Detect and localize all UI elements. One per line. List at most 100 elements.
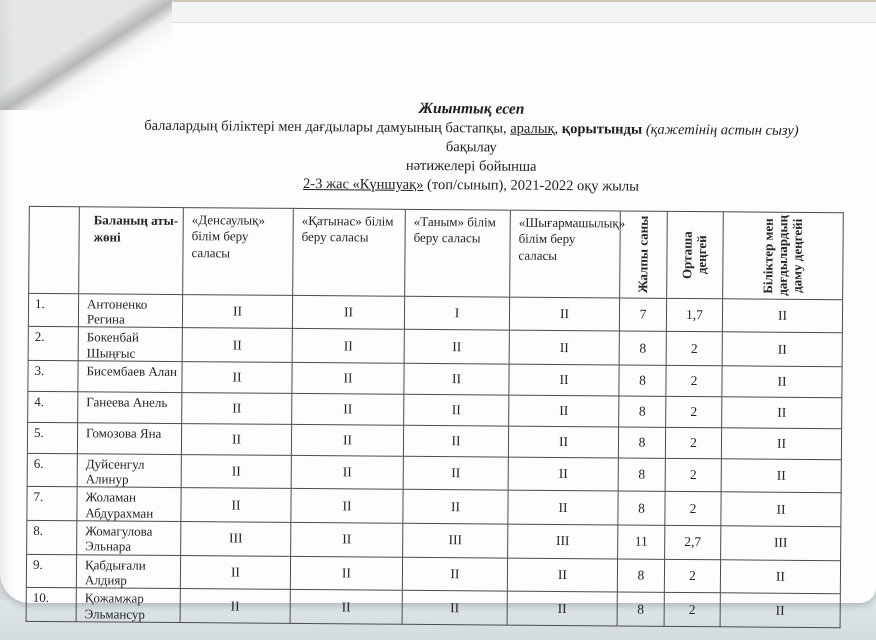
score-cell: II [180, 488, 292, 523]
score-cell: II [722, 331, 843, 367]
score-cell: II [508, 425, 619, 458]
child-name-cell: Ганеева Анель [77, 391, 182, 424]
table-row: 7. Жоламан Абдурахман II II II II 8 2 II [26, 486, 842, 527]
row-number-cell: 1. [28, 292, 79, 327]
score-cell: II [721, 458, 842, 494]
score-cell: 2 [665, 396, 722, 428]
score-cell: 2 [665, 458, 722, 493]
score-cell: II [508, 394, 619, 427]
control-text: бақылау [445, 139, 497, 156]
left-edge-shadow [0, 0, 14, 600]
row-number-cell: 2. [28, 326, 79, 361]
child-name-cell: Жомагулова Эльнара [76, 520, 181, 556]
scan-top-edge [0, 0, 876, 23]
score-cell: II [180, 555, 291, 590]
results-table: Баланың аты- жөні «Денсаулық» білім беру… [26, 205, 844, 628]
folded-corner [0, 0, 172, 110]
header-average-level-label: Орташа деңгей [679, 230, 710, 279]
score-cell: 8 [619, 331, 667, 366]
score-cell: II [403, 425, 509, 457]
header-total-count: Жалпы саны [619, 210, 668, 298]
score-cell: 8 [618, 426, 666, 459]
score-cell: 2 [664, 592, 721, 627]
header-skills-level-label: Біліктер мен дағдылардың даму деңгейі [759, 214, 805, 296]
table-header-row: Баланың аты- жөні «Денсаулық» білім беру… [28, 205, 844, 300]
header-average-level: Орташа деңгей [666, 210, 724, 299]
score-cell: II [507, 557, 618, 593]
table-body: 1. Антоненко Регина II II I II 7 1,7 II 2. Бокенба… [26, 292, 843, 628]
score-cell: III [720, 525, 841, 561]
score-cell: II [402, 590, 508, 626]
score-cell: II [290, 488, 404, 524]
score-cell: 8 [618, 457, 666, 492]
score-cell: III [402, 523, 508, 558]
score-cell: II [507, 591, 618, 627]
score-cell: II [721, 396, 842, 429]
child-name-cell: Қабдығали Алдияр [76, 554, 181, 590]
score-cell: 1,7 [666, 297, 723, 332]
header-total-count-label: Жалпы саны [634, 215, 651, 293]
score-cell: II [290, 522, 403, 558]
score-cell: I [404, 295, 510, 331]
score-cell: II [508, 456, 619, 492]
child-name-cell: Гомозова Яна [77, 422, 182, 455]
score-cell: II [507, 490, 619, 526]
score-cell: II [508, 363, 620, 396]
score-cell: III [180, 521, 291, 557]
child-name-cell: Бисембаев Алан [77, 360, 183, 393]
score-cell: II [509, 296, 620, 332]
score-cell: II [720, 593, 841, 628]
score-cell: II [181, 454, 292, 489]
score-cell: III [507, 524, 618, 559]
header-skills-level: Біліктер мен дағдылардың даму деңгейі [722, 211, 844, 300]
score-cell: II [402, 557, 508, 592]
score-cell: II [404, 329, 510, 364]
score-cell: II [291, 455, 404, 490]
score-cell: II [290, 589, 403, 625]
score-cell: II [182, 294, 293, 329]
header-area-health: «Денсаулық» білім беру саласы [182, 207, 294, 295]
score-cell: 2 [665, 365, 723, 397]
row-number-cell: 6. [27, 453, 78, 488]
score-cell: II [721, 427, 842, 460]
score-cell: II [720, 492, 842, 527]
header-number-cell [28, 205, 80, 294]
header-child-name: Баланың аты- жөні [78, 206, 184, 295]
score-cell: 2 [664, 491, 722, 526]
paper-sheet [0, 0, 876, 600]
row-number-cell: 10. [26, 587, 77, 622]
score-cell: II [721, 365, 843, 398]
results-text: нәтижелері бойынша [405, 157, 537, 175]
score-cell: II [291, 393, 404, 426]
score-cell: II [720, 559, 841, 595]
score-cell: II [509, 330, 620, 365]
group-year-text: (топ/сынып), 2021-2022 оқу жылы [423, 176, 640, 195]
child-name-cell: Бокенбай Шыңғыс [78, 326, 183, 362]
score-cell: 8 [617, 592, 665, 627]
subtitle-underlined-word: аралық [510, 120, 555, 138]
header-area-communication: «Қатынас» білім беру саласы [292, 207, 406, 296]
subtitle-text: балалардың біліктері мен дағдылары дамуы… [144, 117, 511, 137]
row-number-cell: 8. [26, 520, 77, 555]
score-cell: 8 [618, 364, 667, 397]
report-title-block: Жиынтық есеп балалардың біліктері мен да… [0, 96, 876, 198]
score-cell: II [722, 298, 843, 333]
score-cell: II [180, 589, 291, 624]
header-area-cognition: «Таным» білім беру саласы [404, 208, 511, 297]
group-name-underlined: 2-3 жас «Күншуақ» [303, 175, 424, 193]
row-number-cell: 9. [26, 554, 77, 589]
scan-top-edge-line [0, 0, 876, 2]
score-cell: II [291, 362, 405, 395]
child-name-cell: Жоламан Абдурахман [76, 487, 182, 522]
child-name-cell: Дуйсенгул Алинур [77, 453, 182, 489]
score-cell: II [403, 363, 510, 395]
score-cell: 7 [619, 297, 667, 332]
score-cell: II [181, 423, 292, 456]
score-cell: II [290, 556, 403, 591]
subtitle-bold-word: қорытынды [561, 121, 643, 138]
score-cell: II [181, 392, 292, 425]
score-cell: II [291, 424, 404, 457]
header-area-creativity: «Шығармашылық» білім беру саласы [509, 209, 625, 298]
score-cell: II [403, 456, 509, 491]
